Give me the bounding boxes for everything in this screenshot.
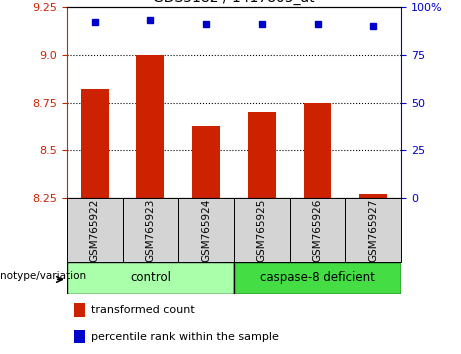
Text: control: control (130, 272, 171, 284)
Bar (234, 198, 290, 262)
Bar (67, 262, 234, 294)
Text: caspase-8 deficient: caspase-8 deficient (260, 272, 375, 284)
Bar (290, 198, 345, 262)
Bar (67, 198, 123, 262)
Text: GSM765925: GSM765925 (257, 198, 267, 262)
Bar (123, 198, 178, 262)
Bar (345, 198, 401, 262)
Text: percentile rank within the sample: percentile rank within the sample (91, 332, 279, 342)
Text: GSM765923: GSM765923 (145, 198, 155, 262)
Title: GDS5182 / 1417805_at: GDS5182 / 1417805_at (153, 0, 315, 5)
Text: GSM765924: GSM765924 (201, 198, 211, 262)
Bar (304, 103, 331, 198)
Bar (73, 303, 84, 317)
Bar (192, 126, 220, 198)
Bar (178, 198, 234, 262)
Bar (81, 89, 109, 198)
Bar (248, 112, 276, 198)
Text: GSM765922: GSM765922 (90, 198, 100, 262)
Bar (234, 262, 401, 294)
Bar (359, 194, 387, 198)
Bar (73, 330, 84, 343)
Text: genotype/variation: genotype/variation (0, 271, 86, 281)
Bar (136, 55, 164, 198)
Text: transformed count: transformed count (91, 305, 195, 315)
Text: GSM765926: GSM765926 (313, 198, 323, 262)
Text: GSM765927: GSM765927 (368, 198, 378, 262)
